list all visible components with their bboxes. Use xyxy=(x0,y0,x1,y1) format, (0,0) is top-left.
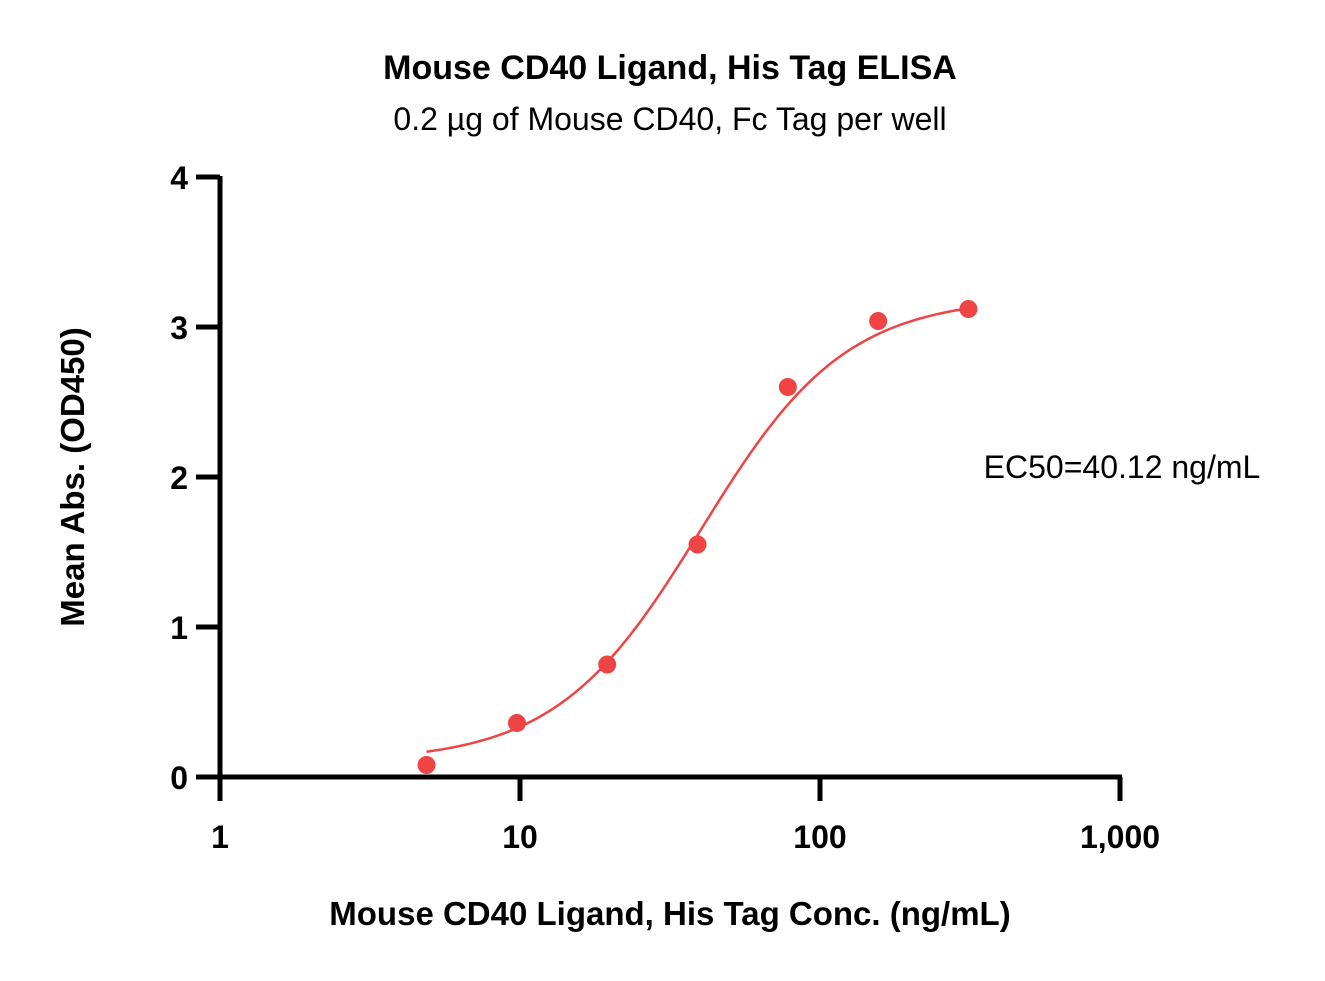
x-ticks: 1 10 100 1,000 xyxy=(211,777,1160,855)
ec50-annotation: EC50=40.12 ng/mL xyxy=(984,449,1261,485)
x-tick-label: 1 xyxy=(211,819,229,855)
chart-title: Mouse CD40 Ligand, His Tag ELISA xyxy=(383,49,957,87)
data-point xyxy=(778,378,797,396)
fit-curve xyxy=(426,307,969,753)
y-tick-label: 1 xyxy=(170,610,188,646)
y-tick-label: 2 xyxy=(170,460,188,496)
data-point xyxy=(417,756,436,774)
y-tick-label: 4 xyxy=(170,160,188,196)
x-axis-label: Mouse CD40 Ligand, His Tag Conc. (ng/mL) xyxy=(329,895,1010,932)
data-point xyxy=(507,714,526,732)
data-point xyxy=(688,535,707,554)
y-tick-label: 0 xyxy=(170,760,188,796)
data-points-layer xyxy=(417,300,978,774)
y-ticks: 0 1 2 3 4 xyxy=(170,160,220,796)
x-tick-label: 100 xyxy=(793,819,846,855)
data-point xyxy=(598,655,617,674)
y-tick-label: 3 xyxy=(170,310,188,346)
chart-subtitle: 0.2 µg of Mouse CD40, Fc Tag per well xyxy=(393,101,946,137)
x-tick-label: 10 xyxy=(502,819,538,855)
x-tick-label: 1,000 xyxy=(1080,819,1160,855)
data-point xyxy=(959,300,978,318)
y-axis-label: Mean Abs. (OD450) xyxy=(54,327,91,627)
data-point xyxy=(869,312,888,330)
fit-curve-layer xyxy=(426,307,969,753)
